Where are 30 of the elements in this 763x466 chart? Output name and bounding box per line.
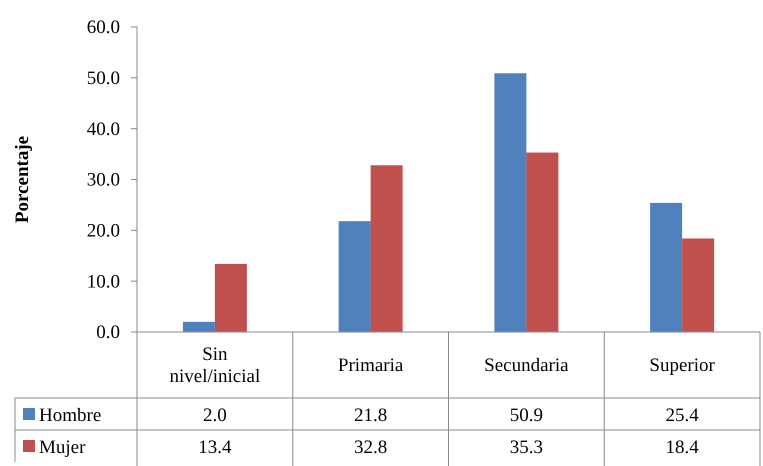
y-tick-label: 30.0 [86,170,120,191]
bar [338,221,371,332]
bar [214,264,247,332]
x-tick-label: Superior [649,355,716,376]
y-tick-label: 40.0 [86,118,120,140]
y-tick-label: 50.0 [86,68,120,89]
data-label: 13.4 [198,437,232,458]
y-axis-title: Porcentaje [12,136,33,224]
data-label: 2.0 [203,405,227,426]
legend-label: Mujer [39,437,86,458]
x-tick-label: Primaria [338,355,404,376]
data-label: 18.4 [666,437,700,458]
data-label: 25.4 [666,405,700,426]
x-tick-label: Sin nivel/inicial [169,344,260,387]
data-label: 50.9 [510,405,543,426]
bar [182,322,215,332]
bar [526,152,558,332]
y-tick-label: 20.0 [86,220,120,242]
y-tick-label: 60.0 [86,17,120,38]
legend-label: Hombre [39,405,102,426]
bar [494,73,526,332]
bar [682,238,714,332]
data-label: 35.3 [510,437,543,458]
y-tick-label: 10.0 [86,271,120,292]
data-label: 32.8 [354,437,388,458]
data-label: 21.8 [354,405,388,426]
y-tick-label: 0.0 [96,322,120,344]
x-tick-label: Secundaria [484,355,570,376]
bar [370,165,403,332]
bar [650,202,682,332]
